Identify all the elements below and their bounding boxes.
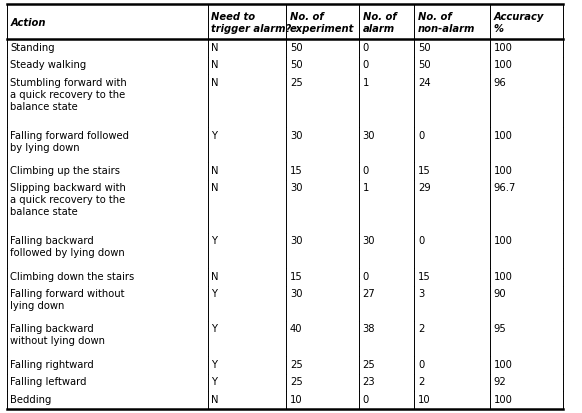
Text: 50: 50: [418, 43, 431, 52]
Text: 1: 1: [363, 78, 369, 88]
Text: 50: 50: [290, 43, 303, 52]
Text: Standing: Standing: [10, 43, 55, 52]
Text: 25: 25: [363, 358, 375, 369]
Text: 10: 10: [290, 394, 303, 404]
Text: N: N: [211, 166, 219, 176]
Text: 0: 0: [418, 358, 424, 369]
Text: Y: Y: [211, 358, 217, 369]
Text: N: N: [211, 394, 219, 404]
Text: Accuracy
%: Accuracy %: [494, 12, 544, 33]
Text: 30: 30: [290, 183, 302, 193]
Text: 38: 38: [363, 323, 375, 334]
Text: Falling forward without
lying down: Falling forward without lying down: [10, 288, 125, 310]
Text: Climbing down the stairs: Climbing down the stairs: [10, 271, 134, 281]
Text: Stumbling forward with
a quick recovery to the
balance state: Stumbling forward with a quick recovery …: [10, 78, 127, 112]
Text: 100: 100: [494, 60, 512, 70]
Text: 40: 40: [290, 323, 302, 334]
Text: 25: 25: [290, 376, 303, 386]
Text: N: N: [211, 43, 219, 52]
Text: Steady walking: Steady walking: [10, 60, 87, 70]
Text: 100: 100: [494, 394, 512, 404]
Text: No. of
alarm: No. of alarm: [363, 12, 396, 33]
Text: Y: Y: [211, 131, 217, 140]
Text: Falling backward
without lying down: Falling backward without lying down: [10, 323, 105, 346]
Text: No. of
non-alarm: No. of non-alarm: [418, 12, 475, 33]
Text: 29: 29: [418, 183, 431, 193]
Text: Y: Y: [211, 236, 217, 246]
Text: 0: 0: [418, 131, 424, 140]
Text: 2: 2: [418, 376, 424, 386]
Text: 96.7: 96.7: [494, 183, 516, 193]
Text: 96: 96: [494, 78, 506, 88]
Text: Action: Action: [10, 17, 46, 28]
Text: 3: 3: [418, 288, 424, 299]
Text: 90: 90: [494, 288, 506, 299]
Text: 24: 24: [418, 78, 431, 88]
Text: 50: 50: [418, 60, 431, 70]
Text: N: N: [211, 60, 219, 70]
Text: N: N: [211, 78, 219, 88]
Text: Bedding: Bedding: [10, 394, 52, 404]
Text: 25: 25: [290, 78, 303, 88]
Text: 15: 15: [290, 166, 303, 176]
Text: 15: 15: [418, 271, 431, 281]
Text: 30: 30: [290, 288, 302, 299]
Text: 0: 0: [363, 166, 369, 176]
Text: 15: 15: [418, 166, 431, 176]
Text: 25: 25: [290, 358, 303, 369]
Text: Falling leftward: Falling leftward: [10, 376, 87, 386]
Text: 100: 100: [494, 236, 512, 246]
Text: 10: 10: [418, 394, 431, 404]
Text: 100: 100: [494, 43, 512, 52]
Text: No. of
experiment: No. of experiment: [290, 12, 354, 33]
Text: 30: 30: [363, 236, 375, 246]
Text: 1: 1: [363, 183, 369, 193]
Text: 100: 100: [494, 131, 512, 140]
Text: 0: 0: [363, 271, 369, 281]
Text: 100: 100: [494, 358, 512, 369]
Text: 0: 0: [418, 236, 424, 246]
Text: 92: 92: [494, 376, 506, 386]
Text: 2: 2: [418, 323, 424, 334]
Text: 0: 0: [363, 43, 369, 52]
Text: Y: Y: [211, 323, 217, 334]
Text: 30: 30: [290, 131, 302, 140]
Text: Y: Y: [211, 376, 217, 386]
Text: 23: 23: [363, 376, 375, 386]
Text: 27: 27: [363, 288, 375, 299]
Text: Falling forward followed
by lying down: Falling forward followed by lying down: [10, 131, 129, 152]
Text: 30: 30: [290, 236, 302, 246]
Text: Climbing up the stairs: Climbing up the stairs: [10, 166, 120, 176]
Text: Slipping backward with
a quick recovery to the
balance state: Slipping backward with a quick recovery …: [10, 183, 126, 217]
Text: N: N: [211, 271, 219, 281]
Text: 0: 0: [363, 394, 369, 404]
Text: Need to
trigger alarm?: Need to trigger alarm?: [211, 12, 292, 33]
Text: Falling backward
followed by lying down: Falling backward followed by lying down: [10, 236, 125, 258]
Text: 30: 30: [363, 131, 375, 140]
Text: Y: Y: [211, 288, 217, 299]
Text: 50: 50: [290, 60, 303, 70]
Text: 15: 15: [290, 271, 303, 281]
Text: Falling rightward: Falling rightward: [10, 358, 94, 369]
Text: 100: 100: [494, 271, 512, 281]
Text: 0: 0: [363, 60, 369, 70]
Text: N: N: [211, 183, 219, 193]
Text: 100: 100: [494, 166, 512, 176]
Text: 95: 95: [494, 323, 506, 334]
